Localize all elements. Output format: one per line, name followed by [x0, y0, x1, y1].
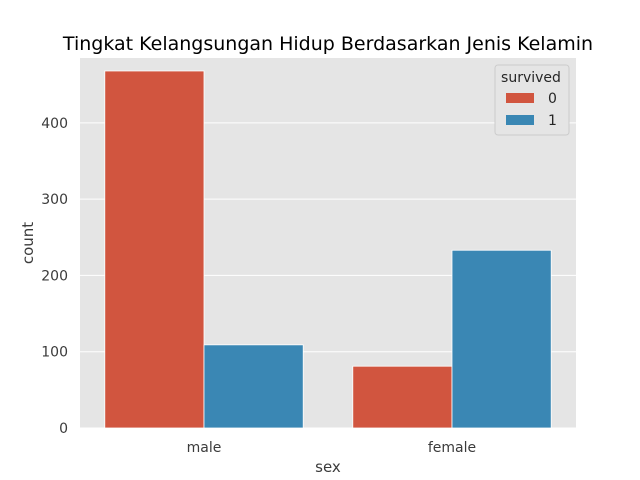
x-tick-label: male [187, 440, 222, 456]
legend-items: 01 [506, 91, 557, 129]
bar-male-survived-1 [203, 344, 304, 429]
chart-title: Tingkat Kelangsungan Hidup Berdasarkan J… [62, 33, 593, 55]
legend: survived 01 [494, 64, 570, 136]
legend-label: 1 [548, 113, 557, 129]
legend-title: survived [501, 70, 561, 86]
bar-female-survived-0 [352, 365, 453, 429]
y-tick-label: 300 [41, 192, 68, 208]
x-axis-label: sex [315, 458, 341, 476]
bar-female-survived-1 [451, 249, 552, 429]
bars [104, 70, 552, 429]
legend-label: 0 [548, 91, 557, 107]
y-tick-label: 100 [41, 345, 68, 361]
bar-male-survived-0 [104, 70, 205, 429]
y-tick-label: 400 [41, 116, 68, 132]
legend-swatch [506, 115, 534, 125]
y-tick-label: 200 [41, 268, 68, 284]
legend-swatch [506, 93, 534, 103]
x-axis-ticks: male female [187, 440, 477, 456]
y-axis-ticks: 0 100 200 300 400 [41, 116, 68, 437]
y-tick-label: 0 [59, 421, 68, 437]
x-tick-label: female [428, 440, 476, 456]
y-axis-label: count [19, 222, 37, 264]
